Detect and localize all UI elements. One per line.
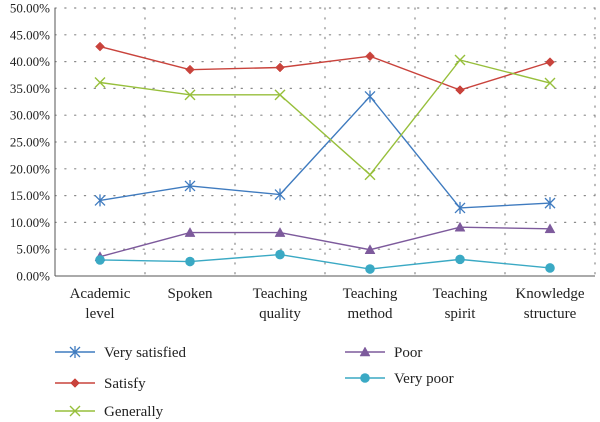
axes — [54, 8, 595, 277]
series-line — [99, 95, 551, 209]
y-tick-label: 0.00% — [16, 269, 50, 284]
data-point — [184, 179, 196, 192]
data-point — [365, 264, 375, 274]
data-point — [544, 77, 556, 89]
data-point — [454, 54, 466, 66]
data-point — [545, 263, 555, 273]
data-point — [94, 77, 106, 88]
data-point — [275, 62, 285, 73]
x-tick-label: Knowledge structure — [515, 286, 584, 322]
data-point — [274, 188, 286, 201]
y-tick-label: 20.00% — [10, 161, 50, 176]
x-tick-label: Teaching spirit — [433, 286, 488, 322]
data-point — [95, 255, 105, 265]
data-point — [544, 197, 556, 210]
y-tick-label: 10.00% — [10, 215, 50, 230]
data-point — [185, 256, 195, 267]
y-tick-labels: 0.00% 5.00% 10.00% 15.00% 20.00% 25.00% 30.00%… — [10, 1, 50, 284]
legend-label: Generally — [104, 404, 164, 420]
data-point — [364, 169, 376, 181]
data-point — [544, 223, 556, 234]
legend-label: Poor — [394, 345, 422, 361]
x-tick-label: Spoken — [168, 286, 214, 302]
series-line — [99, 45, 551, 91]
y-tick-label: 40.00% — [10, 54, 50, 69]
data-point — [545, 57, 555, 67]
legend-item: Satisfy — [55, 376, 146, 392]
data-point — [185, 64, 195, 75]
data-point — [455, 85, 465, 95]
legend-marker — [69, 405, 81, 417]
legend-item: Very satisfied — [55, 345, 187, 361]
data-point — [364, 90, 376, 103]
data-point — [94, 194, 106, 207]
legend-item: Poor — [345, 345, 422, 361]
legend-label: Satisfy — [104, 376, 146, 392]
legend-label: Very poor — [394, 371, 454, 387]
legend-marker — [69, 346, 81, 358]
x-tick-label: Teaching method — [343, 286, 398, 322]
legend: Very satisfied Satisfy Generally Poor Very p… — [55, 345, 454, 420]
y-tick-label: 50.00% — [10, 1, 50, 16]
x-tick-label: Academic level — [70, 286, 131, 322]
grid — [54, 7, 596, 277]
y-tick-label: 30.00% — [10, 108, 50, 123]
y-tick-label: 15.00% — [10, 188, 50, 203]
legend-item: Generally — [55, 404, 164, 420]
data-point — [274, 227, 286, 237]
series — [94, 41, 556, 274]
data-point — [95, 41, 105, 52]
legend-item: Very poor — [345, 371, 454, 387]
data-point — [365, 51, 375, 62]
data-point — [275, 249, 285, 260]
series-line — [99, 59, 551, 176]
data-point — [364, 244, 376, 254]
legend-marker — [360, 373, 370, 383]
data-point — [455, 254, 465, 265]
x-tick-labels: Academic level Spoken Teaching quality Teachi… — [70, 286, 585, 322]
y-tick-label: 35.00% — [10, 81, 50, 96]
data-point — [454, 201, 466, 214]
y-tick-label: 45.00% — [10, 27, 50, 42]
legend-marker — [70, 378, 80, 388]
data-point — [454, 221, 466, 232]
series-line — [99, 226, 551, 258]
y-tick-label: 25.00% — [10, 135, 50, 150]
data-point — [184, 89, 196, 101]
data-point — [184, 227, 196, 237]
series-line — [99, 253, 551, 270]
legend-label: Very satisfied — [104, 345, 187, 361]
x-tick-label: Teaching quality — [253, 286, 308, 322]
y-tick-label: 5.00% — [16, 242, 50, 257]
legend-marker — [359, 346, 371, 357]
data-point — [274, 89, 286, 101]
